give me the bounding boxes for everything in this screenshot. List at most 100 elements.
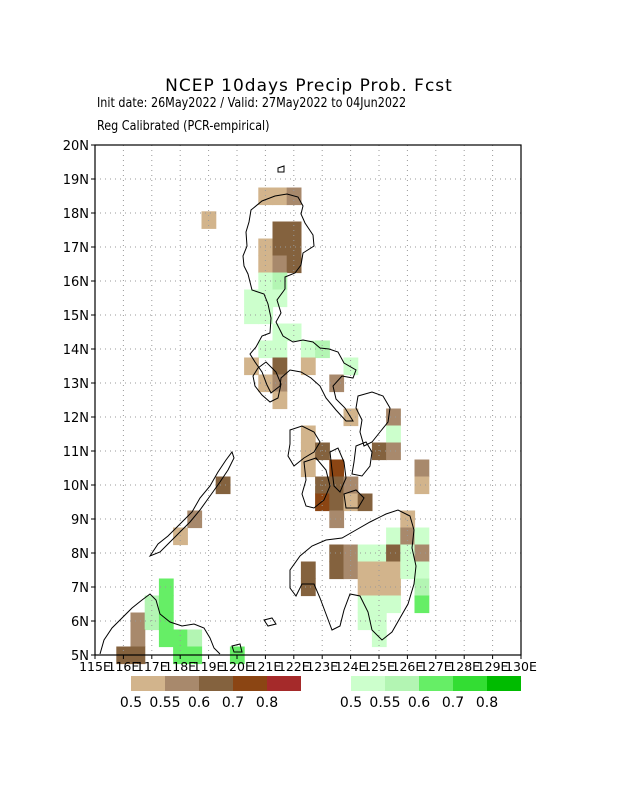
prob-cell-dry — [272, 357, 288, 376]
x-tick-label: 125E — [363, 659, 395, 674]
y-tick-label: 8N — [71, 547, 89, 562]
prob-cell-wet — [386, 595, 401, 614]
y-tick-label: 9N — [71, 513, 89, 528]
wet-legend-label: 0.6 — [408, 695, 430, 711]
prob-cell-wet — [371, 612, 387, 631]
dry-legend-swatch — [267, 676, 301, 691]
prob-cell-wet — [357, 595, 373, 614]
prob-cell-dry — [400, 510, 416, 529]
x-tick-label: 124E — [335, 659, 367, 674]
dry-legend-label: 0.7 — [222, 695, 244, 711]
prob-cell-wet — [343, 357, 359, 376]
prob-cell-dry — [357, 493, 373, 512]
prob-cell-wet — [158, 595, 174, 614]
y-tick-label: 17N — [63, 241, 89, 256]
prob-cell-dry — [329, 476, 345, 495]
prob-cell-wet — [244, 306, 259, 325]
prob-cell-dry — [272, 255, 288, 274]
bohol-coastline — [343, 489, 365, 509]
luzon-coastline — [242, 193, 357, 422]
prob-cell-dry — [386, 544, 401, 563]
prob-cell-dry — [173, 527, 188, 546]
prob-cell-wet — [158, 629, 174, 648]
prob-cell-dry — [357, 561, 373, 580]
prob-cell-dry — [258, 255, 274, 274]
prob-cell-dry — [300, 442, 316, 461]
dry-legend-swatch — [233, 676, 267, 691]
x-tick-label: 129E — [477, 659, 509, 674]
chart-subtitle-method: Reg Calibrated (PCR-empirical) — [97, 119, 270, 134]
probability-cells — [116, 187, 430, 665]
prob-cell-dry — [300, 561, 316, 580]
prob-cell-dry — [244, 357, 259, 376]
x-tick-label: 115E — [79, 659, 111, 674]
wet-legend-swatch — [487, 676, 521, 691]
prob-cell-wet — [158, 578, 174, 597]
prob-cell-wet — [386, 527, 401, 546]
prob-cell-wet — [272, 272, 288, 291]
small-island-2 — [231, 643, 243, 653]
x-tick-label: 122E — [278, 659, 310, 674]
prob-cell-dry — [414, 459, 430, 478]
x-tick-label: 119E — [193, 659, 225, 674]
prob-cell-dry — [300, 459, 316, 478]
y-tick-label: 16N — [63, 275, 89, 290]
wet-legend-swatch — [453, 676, 487, 691]
prob-cell-dry — [315, 493, 330, 512]
prob-cell-wet — [272, 340, 288, 359]
prob-cell-dry — [272, 238, 288, 257]
y-tick-label: 10N — [63, 479, 89, 494]
y-tick-label: 7N — [71, 581, 89, 596]
wet-legend-label: 0.55 — [369, 695, 400, 711]
prob-cell-dry — [386, 561, 401, 580]
dry-legend-label: 0.5 — [120, 695, 142, 711]
palawan-coastline — [148, 450, 235, 558]
legends: 0.5 0.55 0.6 0.7 0.8 0.5 0.55 0.6 0.7 0.8 — [120, 676, 521, 711]
dry-legend-label: 0.55 — [149, 695, 180, 711]
prob-cell-wet — [414, 561, 430, 580]
y-tick-label: 6N — [71, 615, 89, 630]
prob-cell-dry — [386, 442, 401, 461]
prob-cell-wet — [173, 629, 188, 648]
prob-cell-wet — [244, 289, 259, 308]
prob-cell-wet — [371, 544, 387, 563]
panay-coastline — [287, 425, 321, 467]
prob-cell-wet — [371, 595, 387, 614]
borneo-coastline — [99, 593, 221, 655]
prob-cell-dry — [300, 357, 316, 376]
prob-cell-wet — [414, 527, 430, 546]
y-tick-label: 20N — [63, 139, 89, 154]
prob-cell-wet — [414, 595, 430, 614]
x-tick-label: 120E — [221, 659, 253, 674]
prob-cell-dry — [414, 476, 430, 495]
dry-legend-label: 0.6 — [188, 695, 210, 711]
prob-cell-dry — [315, 442, 330, 461]
x-tick-label: 128E — [448, 659, 480, 674]
prob-cell-dry — [300, 425, 316, 444]
prob-cell-dry — [329, 493, 345, 512]
x-tick-label: 130E — [505, 659, 537, 674]
prob-cell-wet — [144, 612, 160, 631]
leyte-coastline — [351, 441, 373, 477]
chart-title: NCEP 10days Precip Prob. Fcst — [165, 76, 453, 96]
prob-cell-wet — [158, 612, 174, 631]
prob-cell-dry — [400, 527, 416, 546]
prob-cell-wet — [414, 578, 430, 597]
grid-lines — [95, 145, 521, 655]
y-tick-label: 12N — [63, 411, 89, 426]
prob-cell-dry — [272, 391, 288, 410]
wet-legend-swatch — [419, 676, 453, 691]
y-tick-label: 15N — [63, 309, 89, 324]
wet-legend-label: 0.5 — [340, 695, 362, 711]
dry-legend-swatch — [199, 676, 233, 691]
prob-cell-wet — [272, 289, 288, 308]
y-tick-label: 19N — [63, 173, 89, 188]
prob-cell-wet — [272, 323, 288, 342]
wet-legend-swatch — [385, 676, 419, 691]
prob-cell-dry — [414, 544, 430, 563]
small-island-3 — [277, 165, 285, 173]
map-frame — [94, 144, 522, 656]
wet-legend-label: 0.7 — [442, 695, 464, 711]
y-tick-label: 18N — [63, 207, 89, 222]
cebu-coastline — [329, 447, 347, 493]
